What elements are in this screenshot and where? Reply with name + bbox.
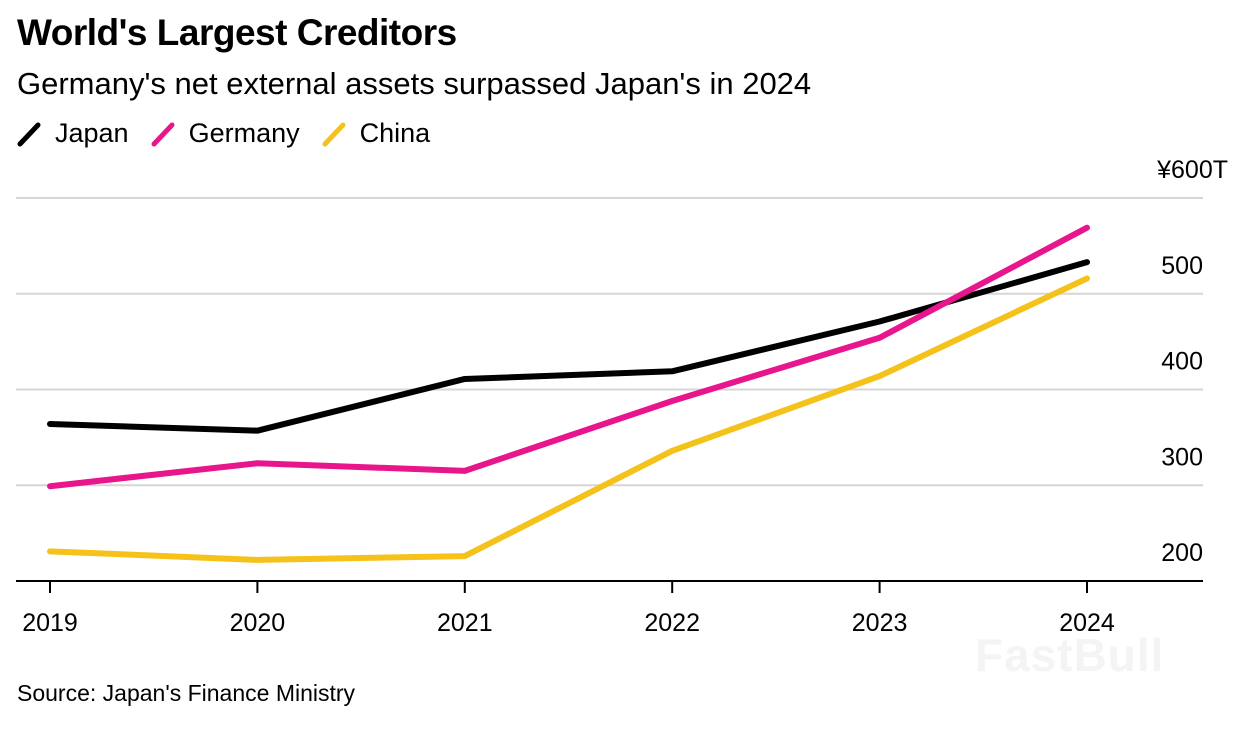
series-line-china xyxy=(47,275,1090,563)
y-tick-label-200: 200 xyxy=(1161,539,1203,567)
x-tick-label-2019: 2019 xyxy=(22,609,78,637)
x-tick-label-2024: 2024 xyxy=(1059,609,1115,637)
y-tick-label-300: 300 xyxy=(1161,443,1203,471)
x-tick-label-2021: 2021 xyxy=(437,609,493,637)
series-line-germany xyxy=(47,224,1090,490)
legend-label-germany: Germany xyxy=(188,118,300,148)
legend-swatch-germany-icon xyxy=(151,122,175,146)
legend-label-japan: Japan xyxy=(55,118,129,148)
legend-label-china: China xyxy=(359,118,431,148)
legend-item-japan: Japan xyxy=(17,118,129,149)
y-tick-label-400: 400 xyxy=(1161,348,1203,376)
legend: Japan Germany China xyxy=(17,118,452,149)
legend-swatch-china-icon xyxy=(322,122,346,146)
legend-item-china: China xyxy=(322,118,431,149)
gridlines xyxy=(16,197,1203,487)
x-tick-label-2022: 2022 xyxy=(644,609,700,637)
x-tick-label-2020: 2020 xyxy=(230,609,286,637)
series-lines xyxy=(47,224,1090,563)
y-tick-label-600: ¥600T xyxy=(1156,156,1228,184)
legend-swatch-japan-icon xyxy=(17,122,41,146)
y-tick-label-500: 500 xyxy=(1161,252,1203,280)
series-line-japan xyxy=(47,259,1090,434)
chart-title: World's Largest Creditors xyxy=(17,12,457,53)
x-tick-label-2023: 2023 xyxy=(852,609,908,637)
source-note: Source: Japan's Finance Ministry xyxy=(17,680,356,706)
watermark: FastBull xyxy=(975,629,1165,681)
y-axis-labels: 200 300 400 500 ¥600T xyxy=(1156,156,1228,567)
x-axis: 2019 2020 2021 2022 2023 2024 xyxy=(16,580,1203,637)
legend-item-germany: Germany xyxy=(151,118,300,149)
chart-subtitle: Germany's net external assets surpassed … xyxy=(17,66,812,101)
